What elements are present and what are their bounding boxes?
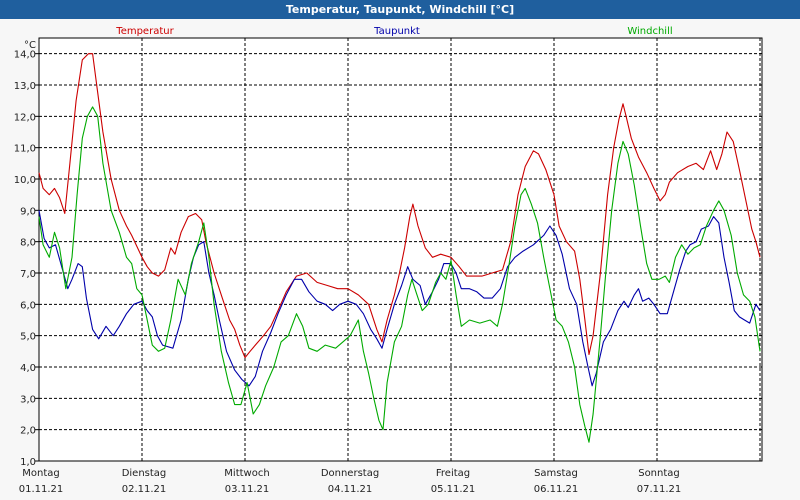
x-tick-day: Freitag — [436, 468, 470, 479]
y-tick-label: 11,0 — [14, 144, 36, 155]
x-tick-date: 02.11.21 — [122, 484, 167, 495]
legend-label-temperatur: Temperatur — [115, 26, 174, 37]
x-tick-date: 05.11.21 — [431, 484, 476, 495]
y-tick-label: 9,0 — [20, 206, 36, 217]
y-tick-label: 2,0 — [20, 426, 36, 437]
y-tick-label: 5,0 — [20, 332, 36, 343]
legend: Temperatur Taupunkt Windchill — [115, 26, 672, 37]
x-tick-date: 03.11.21 — [225, 484, 270, 495]
x-tick-day: Donnerstag — [321, 468, 379, 479]
x-tick-date: 01.11.21 — [19, 484, 64, 495]
x-tick-day: Sonntag — [638, 468, 680, 479]
y-tick-label: 1,0 — [20, 457, 36, 468]
x-tick-day: Dienstag — [122, 468, 167, 479]
series-line-windchill — [38, 106, 761, 443]
legend-label-windchill: Windchill — [627, 26, 672, 37]
y-tick-label: 10,0 — [14, 175, 36, 186]
y-tick-label: 7,0 — [20, 269, 36, 280]
series-lines — [38, 53, 761, 443]
y-tick-label: 13,0 — [14, 81, 36, 92]
x-axis-ticks: Montag 01.11.21 Dienstag 02.11.21 Mittwoch 03… — [19, 468, 682, 495]
y-tick-label: 4,0 — [20, 363, 36, 374]
x-tick-day: Montag — [22, 468, 59, 479]
plot-area — [38, 37, 763, 462]
series-line-temperatur — [38, 53, 761, 359]
legend-label-taupunkt: Taupunkt — [373, 26, 420, 37]
grid-lines — [39, 38, 762, 461]
y-tick-label: 8,0 — [20, 238, 36, 249]
x-tick-day: Mittwoch — [224, 468, 269, 479]
y-tick-label: 6,0 — [20, 300, 36, 311]
series-line-taupunkt — [38, 210, 761, 387]
x-tick-date: 06.11.21 — [534, 484, 579, 495]
x-tick-date: 04.11.21 — [328, 484, 373, 495]
y-axis-ticks: 1,0 2,0 3,0 4,0 5,0 6,0 7,0 8,0 9,0 10,0 11,0 12,0 1… — [14, 50, 39, 468]
x-tick-day: Samstag — [534, 468, 578, 479]
chart-title: Temperatur, Taupunkt, Windchill [°C] — [0, 0, 800, 19]
y-tick-label: 3,0 — [20, 394, 36, 405]
y-axis-label: °C — [24, 40, 36, 51]
y-tick-label: 12,0 — [14, 112, 36, 123]
x-tick-date: 07.11.21 — [637, 484, 682, 495]
y-tick-label: 14,0 — [14, 50, 36, 61]
